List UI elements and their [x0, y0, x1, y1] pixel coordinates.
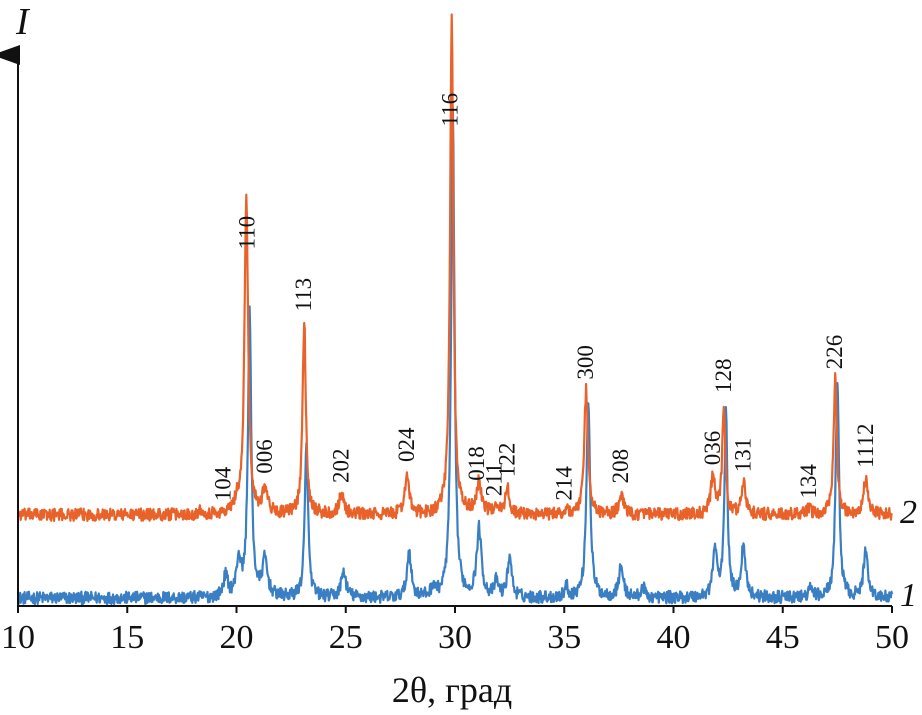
- x-tick-label-10: 10: [1, 619, 35, 656]
- x-tick-label-50: 50: [875, 619, 909, 656]
- x-tick-label-20: 20: [220, 619, 254, 656]
- x-tick-label-25: 25: [329, 619, 363, 656]
- peak-label-214: 214: [551, 466, 576, 501]
- peak-label-113: 113: [291, 278, 316, 312]
- series-2-line: [16, 13, 893, 522]
- x-tick-label-30: 30: [438, 619, 472, 656]
- peak-label-116: 116: [438, 93, 463, 127]
- x-tick-label-15: 15: [110, 619, 144, 656]
- peak-label-131: 131: [730, 438, 755, 473]
- peak-label-036: 036: [700, 431, 725, 466]
- peak-label-300: 300: [573, 345, 598, 380]
- series-layer: [16, 13, 894, 606]
- peak-label-122: 122: [494, 443, 519, 478]
- peak-label-134: 134: [796, 464, 821, 499]
- peak-label-226: 226: [822, 335, 847, 370]
- x-tick-label-35: 35: [547, 619, 581, 656]
- peak-label-211: 211: [481, 463, 506, 497]
- peak-label-1112: 1112: [853, 424, 878, 468]
- peak-label-006: 006: [252, 439, 277, 474]
- peak-label-024: 024: [394, 427, 419, 462]
- series-label-layer: 12: [900, 494, 917, 614]
- series-label-1: 1: [900, 577, 917, 614]
- series-label-2: 2: [900, 494, 917, 531]
- peak-label-202: 202: [328, 449, 353, 484]
- x-tick-label-45: 45: [766, 619, 800, 656]
- peak-label-128: 128: [711, 358, 736, 393]
- peak-label-104: 104: [210, 466, 235, 501]
- tick-layer: 10 15 20 25 30 35 40 45 50: [1, 606, 909, 656]
- y-axis-title: I: [15, 1, 31, 43]
- peak-label-110: 110: [234, 216, 259, 250]
- x-axis-title: 2θ, град: [392, 670, 512, 710]
- peak-label-018: 018: [464, 446, 489, 480]
- peak-label-208: 208: [608, 449, 633, 484]
- x-tick-label-40: 40: [657, 619, 691, 656]
